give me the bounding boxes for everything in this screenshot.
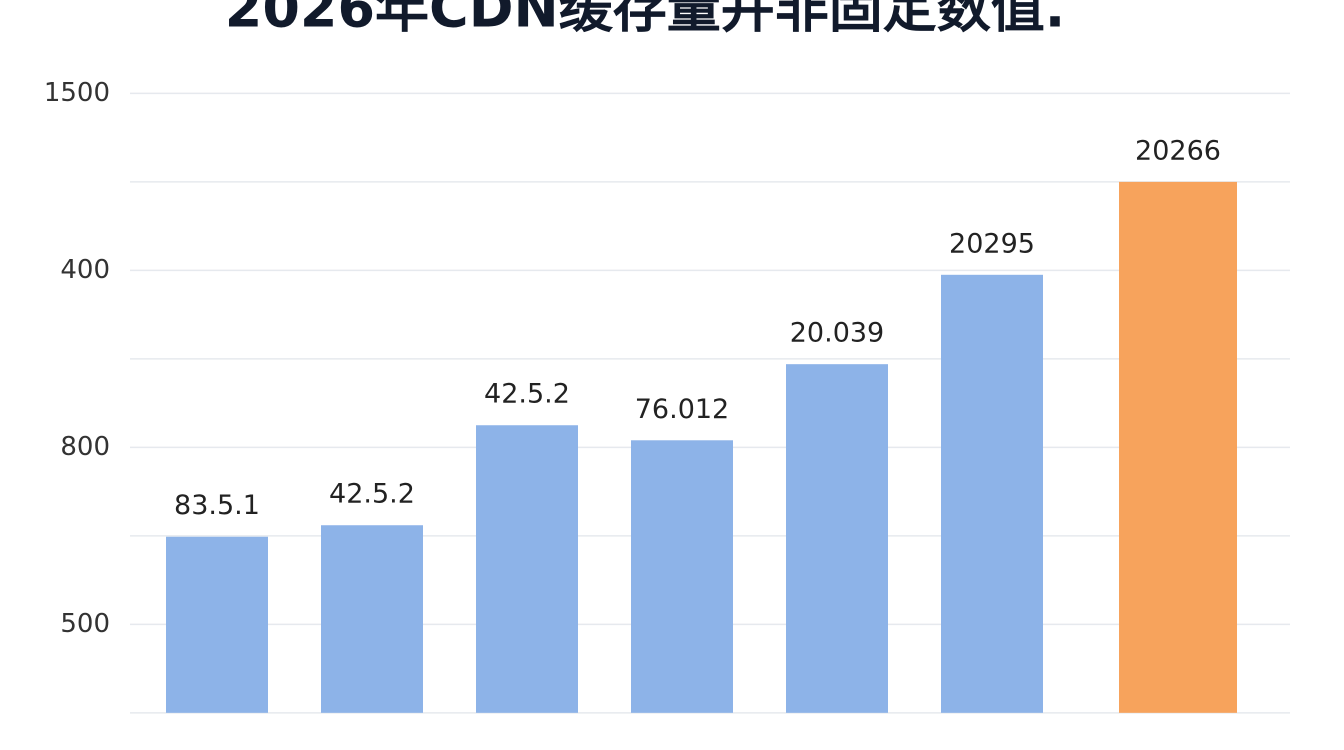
bar: [1119, 181, 1237, 713]
data-label: 20.039: [790, 318, 884, 349]
data-label: 42.5.2: [329, 479, 415, 510]
data-label: 76.012: [635, 394, 729, 425]
data-label: 42.5.2: [484, 379, 570, 410]
y-tick-label: 400: [60, 255, 110, 285]
bar: [941, 274, 1043, 713]
bar: [321, 525, 423, 713]
bar: [786, 364, 888, 713]
y-tick-label: 1500: [44, 78, 110, 108]
y-tick-label: 800: [60, 432, 110, 462]
data-label: 20295: [949, 228, 1035, 259]
chart-title: 2026年CDN缓存量并非固定数值.: [225, 0, 1065, 40]
y-tick-label: 500: [60, 609, 110, 639]
bar: [166, 536, 268, 713]
bar: [631, 440, 733, 713]
data-label: 83.5.1: [174, 490, 260, 521]
data-label: 20266: [1135, 135, 1221, 166]
bar: [476, 425, 578, 713]
